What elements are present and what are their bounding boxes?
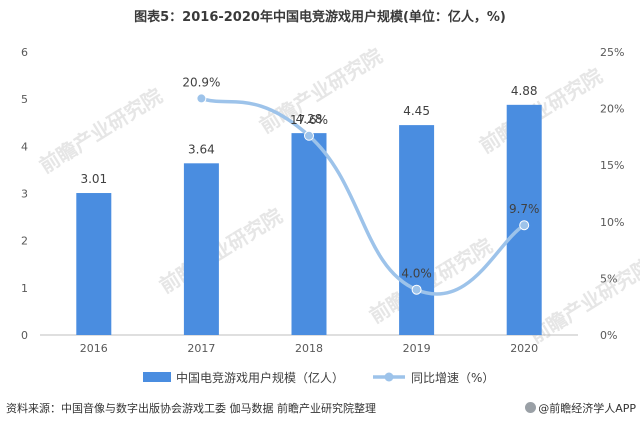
legend-label-bar: 中国电竞游戏用户规模（亿人）: [176, 370, 344, 385]
y-right-tick-label: 25%: [600, 46, 624, 59]
growth-point: [196, 93, 207, 104]
bar: [291, 133, 327, 335]
growth-point: [411, 284, 422, 295]
x-tick-label: 2020: [510, 342, 538, 355]
x-tick-label: 2018: [295, 342, 323, 355]
y-left-tick-label: 5: [21, 93, 28, 106]
y-right-tick-label: 20%: [600, 103, 624, 116]
y-left-tick-label: 0: [21, 329, 28, 342]
legend-label-line: 同比增速（%）: [411, 371, 494, 385]
bar: [183, 163, 219, 335]
y-right-tick-label: 10%: [600, 216, 624, 229]
bar-data-label: 3.64: [188, 142, 215, 156]
bar-data-label: 4.45: [403, 104, 430, 118]
brand-text: @前瞻经济学人APP: [538, 402, 636, 415]
legend-swatch-bar: [143, 372, 171, 382]
bar-data-label: 4.88: [511, 84, 538, 98]
plot-layer: 0 1 2 3 4 5 6 0% 5% 10% 15% 20% 25% 2016 2017 2018 2019 2…: [21, 46, 624, 385]
y-left-tick-label: 1: [21, 282, 28, 295]
footer: 资料来源：中国音像与数字出版协会游戏工委 伽马数据 前瞻产业研究院整理 @前瞻经…: [0, 398, 640, 425]
growth-point: [304, 130, 314, 141]
source-note: 资料来源：中国音像与数字出版协会游戏工委 伽马数据 前瞻产业研究院整理: [6, 402, 376, 415]
bar-data-label: 4.28: [296, 112, 323, 126]
chart-title: 图表5：2016-2020年中国电竞游戏用户规模(单位：亿人，%): [134, 10, 506, 25]
x-tick-label: 2019: [403, 342, 431, 355]
chart-canvas: 0 1 2 3 4 5 6 0% 5% 10% 15% 20% 25% 2016 2017 2018 2019 2…: [21, 46, 624, 385]
x-tick-label: 2016: [80, 342, 108, 355]
y-left-tick-label: 4: [21, 140, 28, 153]
brand-credit: @前瞻经济学人APP: [525, 400, 636, 416]
y-right-tick-label: 15%: [600, 159, 624, 172]
y-right-tick-label: 5%: [600, 272, 617, 285]
bar: [506, 104, 542, 336]
bar: [76, 193, 112, 335]
bar: [399, 125, 435, 335]
bar-data-label: 3.01: [80, 172, 107, 186]
growth-point: [519, 220, 530, 231]
growth-line: [199, 96, 526, 296]
growth-data-label: 4.0%: [401, 267, 432, 281]
legend-swatch-marker: [384, 372, 394, 382]
x-tick-label: 2017: [187, 342, 215, 355]
growth-data-label: 20.9%: [182, 75, 220, 89]
y-left-tick-label: 6: [21, 46, 28, 59]
brand-logo-icon: [525, 402, 537, 413]
growth-data-label: 9.7%: [509, 202, 540, 216]
y-left-tick-label: 3: [21, 188, 28, 201]
y-left-tick-label: 2: [21, 235, 28, 248]
growth-data-label: 17.6%: [290, 113, 328, 127]
y-right-tick-label: 0%: [600, 329, 617, 342]
